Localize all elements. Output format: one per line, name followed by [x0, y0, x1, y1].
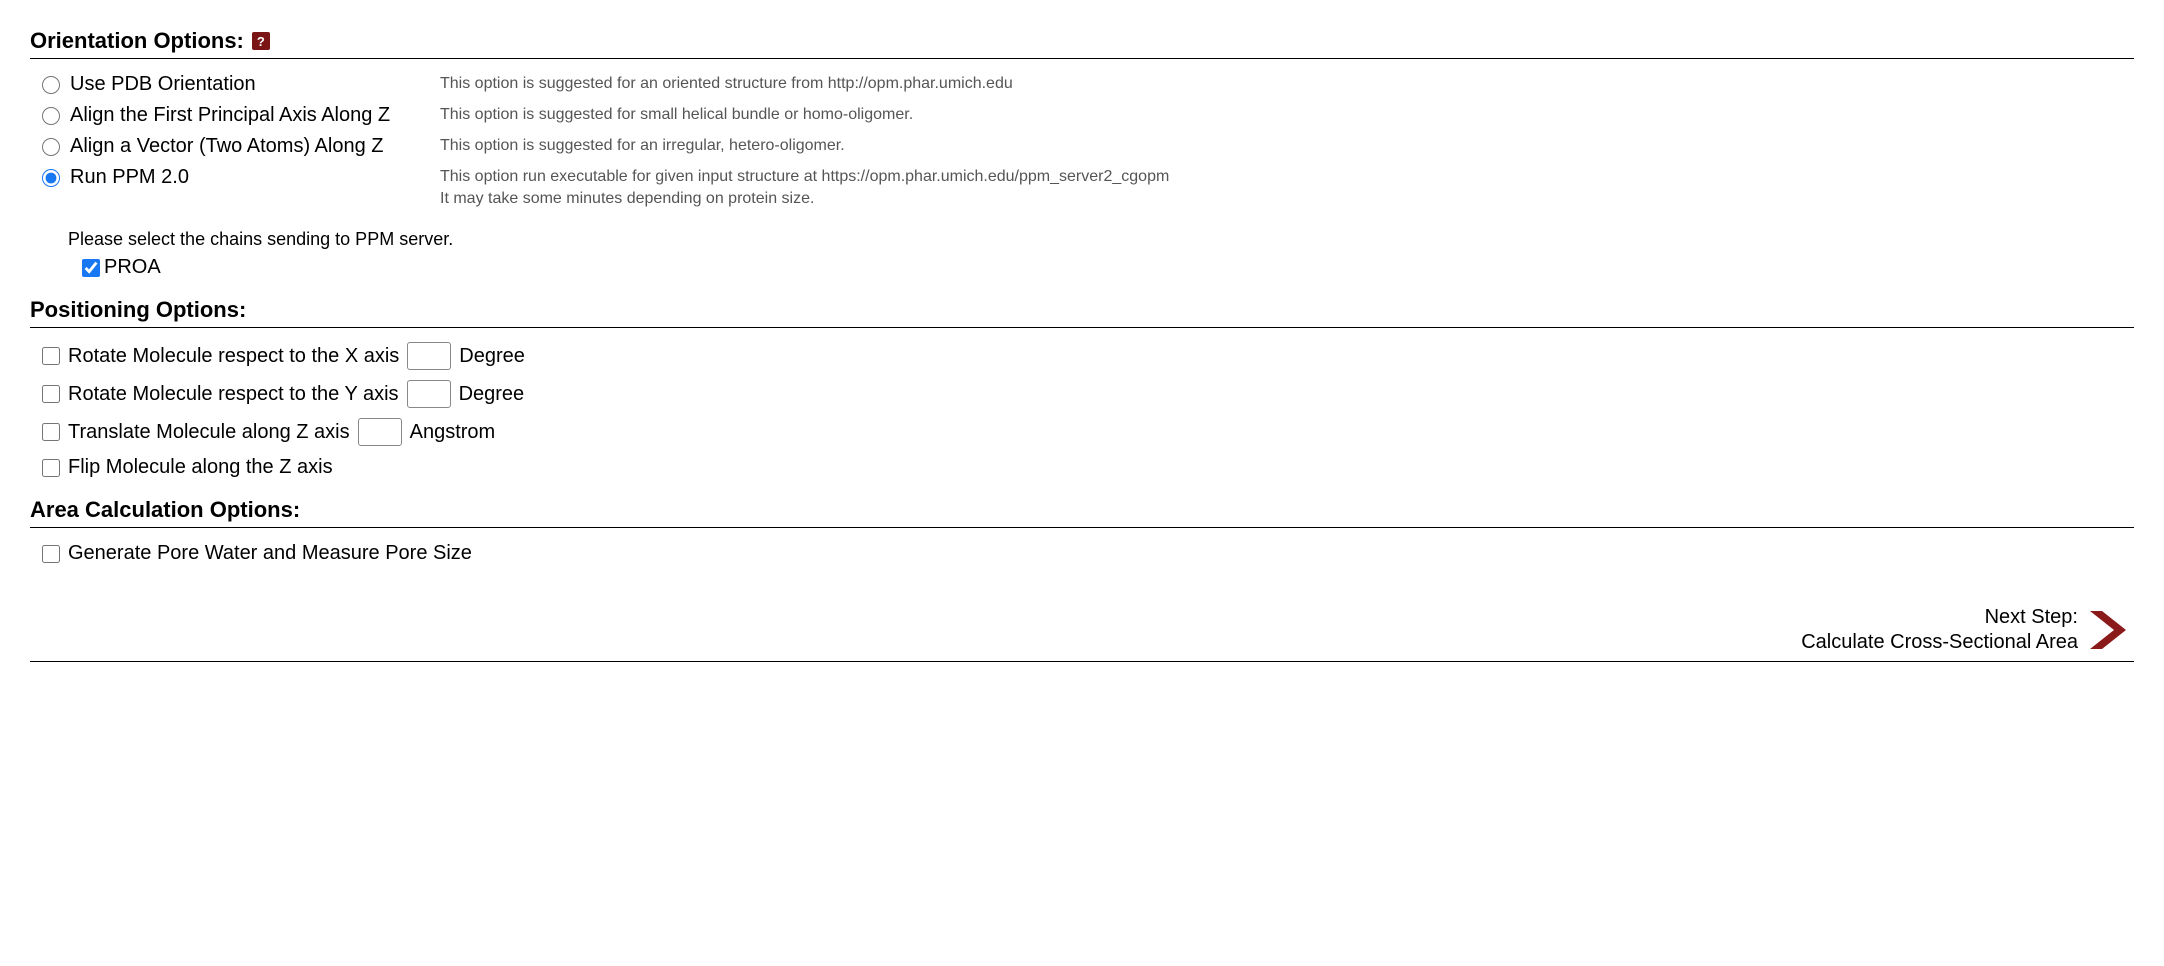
chain-proa-label: PROA	[104, 256, 161, 279]
radio-run-ppm-label: Run PPM 2.0	[70, 166, 189, 189]
rotate-y-suffix: Degree	[459, 383, 525, 406]
positioning-heading: Positioning Options:	[30, 297, 2134, 328]
help-icon[interactable]: ?	[252, 32, 270, 50]
radio-align-vector-desc: This option is suggested for an irregula…	[440, 135, 845, 157]
rotate-x-suffix: Degree	[459, 345, 525, 368]
flip-z-checkbox[interactable]	[42, 459, 60, 477]
next-step-line1: Next Step:	[1801, 605, 2078, 630]
translate-z-suffix: Angstrom	[410, 421, 496, 444]
radio-align-principal-desc: This option is suggested for small helic…	[440, 104, 913, 126]
rotate-x-prefix: Rotate Molecule respect to the X axis	[68, 345, 399, 368]
orientation-options: Use PDB Orientation This option is sugge…	[30, 73, 2134, 209]
footer: Next Step: Calculate Cross-Sectional Are…	[30, 605, 2134, 662]
pore-checkbox[interactable]	[42, 545, 60, 563]
next-arrow-icon[interactable]	[2088, 607, 2134, 653]
radio-align-principal-label: Align the First Principal Axis Along Z	[70, 104, 390, 127]
rotate-y-checkbox[interactable]	[42, 385, 60, 403]
rotate-x-input[interactable]	[407, 342, 451, 370]
orientation-heading-text: Orientation Options:	[30, 28, 244, 54]
rotate-y-prefix: Rotate Molecule respect to the Y axis	[68, 383, 399, 406]
area-heading: Area Calculation Options:	[30, 497, 2134, 528]
radio-use-pdb[interactable]	[42, 76, 60, 94]
next-step-text: Next Step: Calculate Cross-Sectional Are…	[1801, 605, 2078, 655]
radio-align-principal[interactable]	[42, 107, 60, 125]
flip-z-label: Flip Molecule along the Z axis	[68, 456, 333, 479]
area-heading-text: Area Calculation Options:	[30, 497, 300, 523]
rotate-x-checkbox[interactable]	[42, 347, 60, 365]
translate-z-checkbox[interactable]	[42, 423, 60, 441]
radio-align-vector[interactable]	[42, 138, 60, 156]
translate-z-prefix: Translate Molecule along Z axis	[68, 421, 350, 444]
chain-select-block: Please select the chains sending to PPM …	[30, 229, 2134, 279]
next-step-line2: Calculate Cross-Sectional Area	[1801, 630, 2078, 655]
rotate-y-input[interactable]	[407, 380, 451, 408]
radio-run-ppm-desc: This option run executable for given inp…	[440, 166, 1169, 209]
translate-z-input[interactable]	[358, 418, 402, 446]
orientation-heading: Orientation Options: ?	[30, 28, 2134, 59]
radio-use-pdb-desc: This option is suggested for an oriented…	[440, 73, 1013, 95]
chain-prompt: Please select the chains sending to PPM …	[68, 229, 2134, 250]
radio-align-vector-label: Align a Vector (Two Atoms) Along Z	[70, 135, 383, 158]
positioning-heading-text: Positioning Options:	[30, 297, 246, 323]
radio-use-pdb-label: Use PDB Orientation	[70, 73, 256, 96]
chain-proa-checkbox[interactable]	[82, 259, 100, 277]
radio-run-ppm[interactable]	[42, 169, 60, 187]
pore-label: Generate Pore Water and Measure Pore Siz…	[68, 542, 472, 565]
